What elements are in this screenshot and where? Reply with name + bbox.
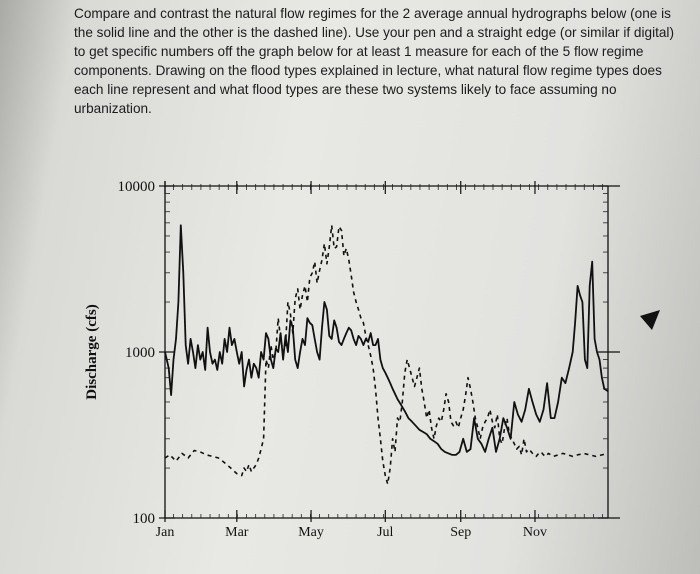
series-group [164,224,609,485]
arrow-cursor-icon [640,310,660,330]
series-line-dashed [164,224,609,485]
axes [164,181,609,519]
series-line-solid [164,224,609,456]
y-axis-title: Discharge (cfs) [84,304,100,399]
x-tick-label: Jan [156,525,175,540]
y-tick-group: 10000 1000 100 [118,179,620,527]
x-tick-label: Mar [225,525,249,540]
y-tick-label: 10000 [118,179,156,195]
x-tick-label: May [298,525,324,540]
x-tick-label: Nov [523,525,547,540]
x-tick-label: Sep [450,525,471,540]
y-tick-label: 100 [133,511,156,527]
x-tick-label: Jul [377,525,393,540]
y-tick-label: 1000 [125,345,155,361]
question-prompt: Compare and contrast the natural flow re… [74,6,674,116]
minor-tick-group [165,184,608,518]
x-tick-group: Jan Mar May Jul Sep Nov [156,181,547,540]
